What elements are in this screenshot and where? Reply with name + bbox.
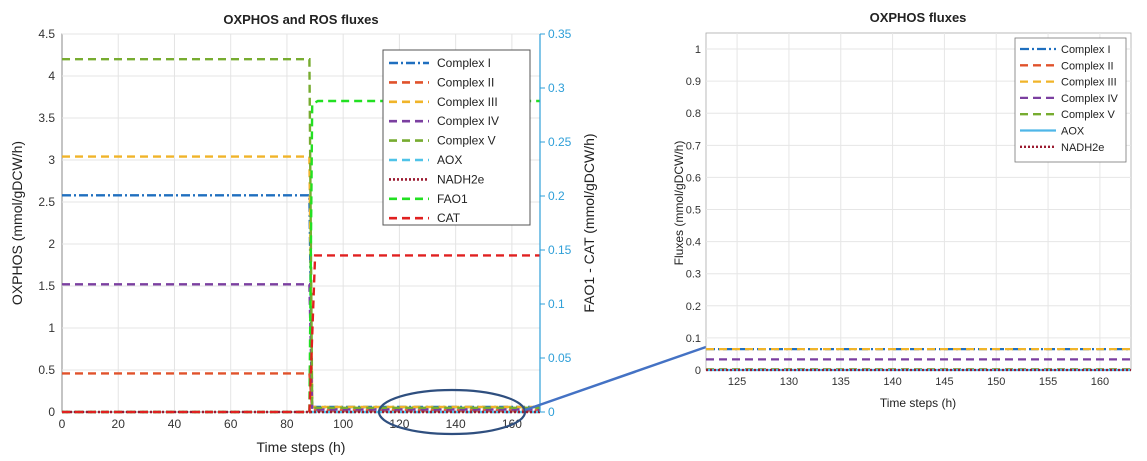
y2-tick-label: 0.15 — [548, 243, 572, 257]
x-tick-label: 135 — [832, 376, 850, 388]
left-grid — [62, 33, 540, 412]
left-x-axis-label: Time steps (h) — [257, 439, 346, 455]
y-tick-label: 0.7 — [686, 140, 701, 152]
y2-tick-label: 0.2 — [548, 189, 565, 203]
left-y2-ticks: 0 0.05 0.1 0.15 0.2 0.25 0.3 0.35 — [540, 27, 572, 419]
right-legend: Complex I Complex II Complex III Complex IV… — [1014, 37, 1127, 163]
series-line-complex-v — [62, 58, 540, 409]
y-tick-label: 0.3 — [686, 269, 701, 281]
series-line-cat — [62, 254, 540, 414]
x-tick-label: 145 — [935, 376, 953, 388]
right-y-axis-label: Fluxes (mmol/gDCW/h) — [672, 141, 686, 266]
x-tick-label: 155 — [1039, 376, 1057, 388]
left-chart: 0 20 40 60 80 100 120 140 160 00.511.522.533.544… — [9, 12, 597, 455]
y-tick-label: 0 — [695, 365, 701, 377]
y-tick-label: 3 — [48, 153, 55, 167]
left-y2-axis-label: FAO1 - CAT (mmol/gDCW/h) — [581, 133, 597, 312]
legend-label: FAO1 — [437, 192, 468, 206]
left-series-lines — [62, 58, 540, 414]
y2-tick-label: 0.25 — [548, 135, 572, 149]
y2-tick-label: 0.1 — [548, 297, 565, 311]
left-legend: Complex I Complex II Complex III Complex IV… — [382, 49, 531, 226]
y-tick-label: 3.5 — [38, 111, 55, 125]
legend-label: Complex V — [437, 134, 496, 148]
y-tick-label: 4.5 — [38, 27, 55, 41]
y2-tick-label: 0.35 — [548, 27, 572, 41]
x-tick-label: 130 — [780, 376, 798, 388]
legend-label: NADH2e — [1061, 142, 1104, 154]
left-y-axis-label: OXPHOS (mmol/gDCW/h) — [9, 141, 25, 305]
legend-label: Complex V — [1061, 109, 1115, 121]
right-chart: 125 130 135 140 145 150 155 160 0 0.1 0.2 0.3 0.4 0.… — [672, 10, 1132, 410]
legend-label: Complex IV — [1061, 93, 1119, 105]
legend-label: Complex IV — [437, 114, 499, 128]
y2-tick-label: 0 — [548, 405, 555, 419]
y-tick-label: 0.5 — [38, 363, 55, 377]
y-tick-label: 1 — [48, 321, 55, 335]
x-tick-label: 150 — [987, 376, 1005, 388]
left-x-ticks: 0 20 40 60 80 100 120 140 160 — [59, 417, 523, 431]
y-tick-label: 2.5 — [38, 195, 55, 209]
y-tick-label: 0.6 — [686, 172, 701, 184]
y2-tick-label: 0.05 — [548, 351, 572, 365]
legend-label: Complex I — [1061, 44, 1111, 56]
legend-label: AOX — [1061, 126, 1085, 138]
legend-label: Complex III — [1061, 77, 1117, 89]
x-tick-label: 0 — [59, 417, 66, 431]
legend-label: Complex II — [1061, 60, 1114, 72]
x-tick-label: 20 — [112, 417, 126, 431]
series-line-complex-iv — [62, 283, 540, 411]
y-tick-label: 0 — [48, 405, 55, 419]
x-tick-label: 80 — [280, 417, 294, 431]
zoom-connector — [524, 345, 707, 412]
x-tick-label: 160 — [1091, 376, 1109, 388]
right-x-axis-label: Time steps (h) — [880, 396, 956, 410]
right-x-ticks: 125 130 135 140 145 150 155 160 — [728, 376, 1109, 388]
y-tick-label: 1.5 — [38, 279, 55, 293]
y-tick-label: 0.8 — [686, 108, 701, 120]
legend-label: CAT — [437, 211, 461, 225]
right-series-lines — [706, 348, 1131, 372]
legend-label: NADH2e — [437, 172, 485, 186]
left-chart-title: OXPHOS and ROS fluxes — [223, 12, 378, 27]
y-tick-label: 0.2 — [686, 301, 701, 313]
y-tick-label: 0.5 — [686, 205, 701, 217]
legend-label: Complex III — [437, 95, 498, 109]
x-tick-label: 40 — [168, 417, 182, 431]
x-tick-label: 125 — [728, 376, 746, 388]
x-tick-label: 140 — [883, 376, 901, 388]
y-tick-label: 0.9 — [686, 76, 701, 88]
right-y-ticks: 0 0.1 0.2 0.3 0.4 0.5 0.6 0.7 0.8 0.9 1 — [686, 44, 701, 377]
legend-label: AOX — [437, 153, 462, 167]
left-legend-box — [382, 49, 531, 226]
x-tick-label: 100 — [333, 417, 353, 431]
x-tick-label: 140 — [446, 417, 466, 431]
y-tick-label: 2 — [48, 237, 55, 251]
legend-label: Complex I — [437, 56, 491, 70]
y-tick-label: 0.1 — [686, 333, 701, 345]
zoom-ellipse — [377, 388, 527, 436]
y-tick-label: 4 — [48, 69, 55, 83]
left-y-ticks: 0 0.5 1 1.5 2 2.5 3 3.5 4 4.5 — [38, 27, 55, 419]
x-tick-label: 60 — [224, 417, 238, 431]
y-tick-label: 0.4 — [686, 237, 701, 249]
right-chart-title: OXPHOS fluxes — [870, 10, 967, 25]
y2-tick-label: 0.3 — [548, 81, 565, 95]
x-tick-label: 120 — [389, 417, 409, 431]
right-legend-box — [1014, 37, 1127, 163]
y-tick-label: 1 — [695, 44, 701, 56]
legend-label: Complex II — [437, 75, 494, 89]
